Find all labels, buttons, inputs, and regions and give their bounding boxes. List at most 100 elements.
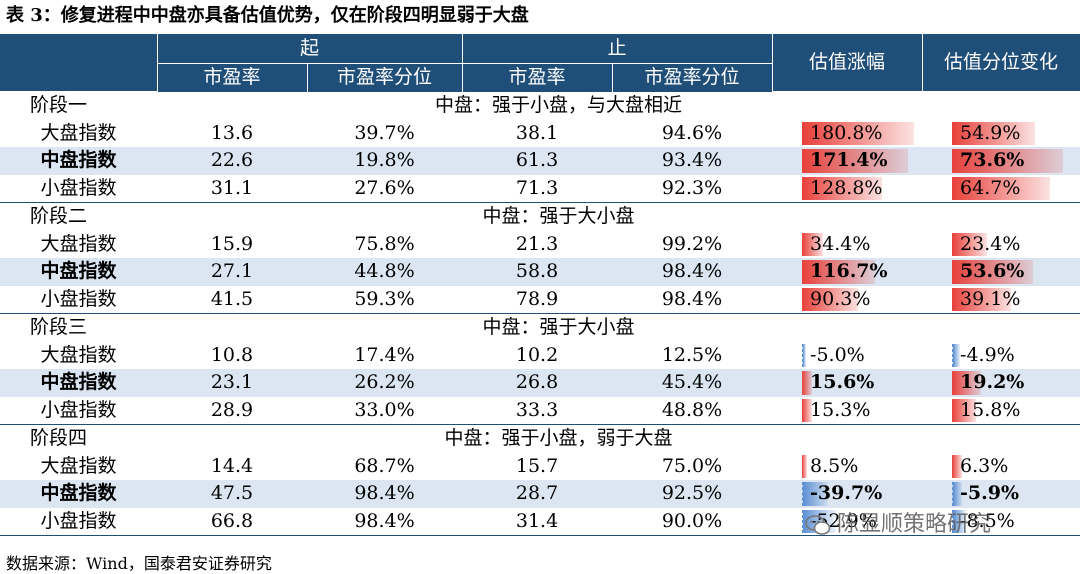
header-pct-end: 市盈率分位 [612, 63, 773, 92]
pct-change: -8.5% [922, 507, 1080, 536]
header-pct-start: 市盈率分位 [307, 63, 463, 92]
pct-start: 17.4% [354, 343, 415, 366]
pe-start: 14.4 [210, 454, 254, 477]
pct-start: 75.8% [354, 232, 415, 255]
index-name: 小盘指数 [40, 398, 117, 421]
table-row: 小盘指数 66.8 98.4% 31.4 90.0% -52.9% -8.5% [0, 507, 1080, 536]
pct-change: 54.9% [922, 120, 1080, 148]
stage-label: 阶段二 [0, 202, 157, 231]
val-change-bar [802, 232, 824, 256]
pct-change-bar [952, 232, 988, 256]
stage-label: 阶段四 [0, 424, 157, 453]
pe-end: 10.2 [515, 343, 559, 366]
pct-end: 12.5% [661, 343, 723, 366]
pe-end: 26.8 [462, 369, 613, 397]
val-change-value: 171.4% [810, 149, 888, 172]
val-change-bar [802, 482, 828, 506]
pe-start: 10.8 [210, 343, 254, 366]
pe-start: 28.9 [210, 398, 254, 421]
index-name: 中盘指数 [0, 480, 157, 508]
valuation-table: 起 止 估值涨幅 估值分位变化 市盈率 市盈率分位 市盈率 市盈率分位 阶段一中… [0, 34, 1080, 536]
index-name: 大盘指数 [40, 454, 117, 477]
pct-start: 68.7% [354, 454, 415, 477]
table-row: 大盘指数 15.9 75.8% 21.3 99.2% 34.4% 23.4% [0, 231, 1080, 259]
pct-change: -4.9% [922, 342, 1080, 370]
val-change: 180.8% [772, 120, 922, 148]
pct-change-bar [952, 482, 962, 506]
table-row: 中盘指数 47.5 98.4% 28.7 92.5% -39.7% -5.9% [0, 480, 1080, 508]
table-caption: 表 3：修复进程中中盘亦具备估值优势，仅在阶段四明显弱于大盘 [6, 5, 529, 26]
header-end: 止 [462, 34, 773, 64]
pct-end: 92.5% [612, 480, 773, 508]
wechat-icon [805, 515, 831, 535]
pe-end: 38.1 [515, 121, 559, 144]
val-change-value: -39.7% [810, 482, 883, 505]
header-row-2: 市盈率 市盈率分位 市盈率 市盈率分位 [0, 63, 1080, 92]
pe-start: 23.1 [157, 369, 307, 397]
header-pct-change: 估值分位变化 [922, 34, 1080, 92]
val-change-value: 34.4% [810, 232, 871, 255]
pct-end: 48.8% [661, 398, 723, 421]
stage-summary: 中盘：强于小盘，弱于大盘 [157, 424, 1080, 453]
stage-label: 阶段一 [0, 91, 157, 120]
pct-start: 33.0% [354, 398, 415, 421]
index-name: 小盘指数 [40, 176, 117, 199]
watermark-text: 陈显顺策略研究 [837, 512, 992, 537]
index-name: 中盘指数 [0, 258, 157, 286]
pct-change: 6.3% [922, 453, 1080, 481]
pe-end: 31.4 [462, 507, 613, 536]
stage-row: 阶段二 中盘：强于大小盘 [0, 202, 1080, 231]
pct-change-value: 39.1% [960, 287, 1021, 310]
pct-change-bar [952, 371, 982, 395]
pct-end: 98.4% [612, 258, 773, 286]
pct-change-value: 23.4% [960, 232, 1021, 255]
pe-start: 47.5 [157, 480, 307, 508]
val-change-bar [802, 371, 812, 395]
pct-change: 53.6% [922, 258, 1080, 286]
val-change-bar [802, 260, 875, 284]
pct-end: 90.0% [612, 507, 773, 536]
pct-start: 26.2% [307, 369, 463, 397]
val-change: 90.3% [772, 286, 922, 314]
pct-start: 44.8% [307, 258, 463, 286]
stage-row: 阶段一 中盘：强于小盘，与大盘相近 [0, 91, 1080, 120]
index-name: 大盘指数 [40, 343, 117, 366]
pct-change-bar [952, 176, 1050, 200]
pct-change-value: 54.9% [960, 121, 1021, 144]
pct-start: 19.8% [307, 147, 463, 175]
table-body: 阶段一 中盘：强于小盘，与大盘相近 大盘指数 13.6 39.7% 38.1 94.6% 18… [0, 91, 1080, 536]
pct-change-value: 64.7% [960, 176, 1021, 199]
pct-change-value: -4.9% [960, 343, 1015, 366]
pct-change: 23.4% [922, 231, 1080, 259]
table-row: 中盘指数 22.6 19.8% 61.3 93.4% 171.4% 73.6% [0, 147, 1080, 175]
header-pe-start: 市盈率 [157, 63, 308, 92]
val-change: 15.6% [772, 369, 923, 397]
pct-change-bar [952, 398, 976, 422]
pe-start: 22.6 [157, 147, 307, 175]
pct-change-bar [952, 454, 962, 478]
pct-change-bar [952, 260, 1034, 284]
stage-row: 阶段四 中盘：强于小盘，弱于大盘 [0, 424, 1080, 453]
pct-end: 98.4% [661, 287, 723, 310]
table-row: 小盘指数 41.5 59.3% 78.9 98.4% 90.3% 39.1% [0, 286, 1080, 314]
val-change: 15.3% [772, 397, 922, 425]
pe-start: 27.1 [157, 258, 307, 286]
pe-end: 28.7 [462, 480, 613, 508]
pe-start: 13.6 [210, 121, 254, 144]
index-name: 中盘指数 [0, 147, 157, 175]
table-row: 小盘指数 28.9 33.0% 33.3 48.8% 15.3% 15.8% [0, 397, 1080, 425]
pct-change-value: 15.8% [960, 398, 1021, 421]
source-note: 数据来源：Wind，国泰君安证券研究 [6, 554, 272, 573]
pe-start: 66.8 [157, 507, 307, 536]
header-row-1: 起 止 估值涨幅 估值分位变化 [0, 34, 1080, 92]
pct-change-bar [952, 287, 1012, 311]
val-change-bar [802, 343, 807, 367]
stage-summary: 中盘：强于大小盘 [157, 202, 1080, 231]
pe-end: 58.8 [462, 258, 613, 286]
pct-change-value: 53.6% [960, 260, 1025, 283]
table-row: 大盘指数 10.8 17.4% 10.2 12.5% -5.0% -4.9% [0, 342, 1080, 370]
pct-end: 75.0% [661, 454, 723, 477]
val-change-bar [802, 176, 883, 200]
header-blank [0, 34, 158, 92]
pct-change: 64.7% [922, 175, 1080, 203]
